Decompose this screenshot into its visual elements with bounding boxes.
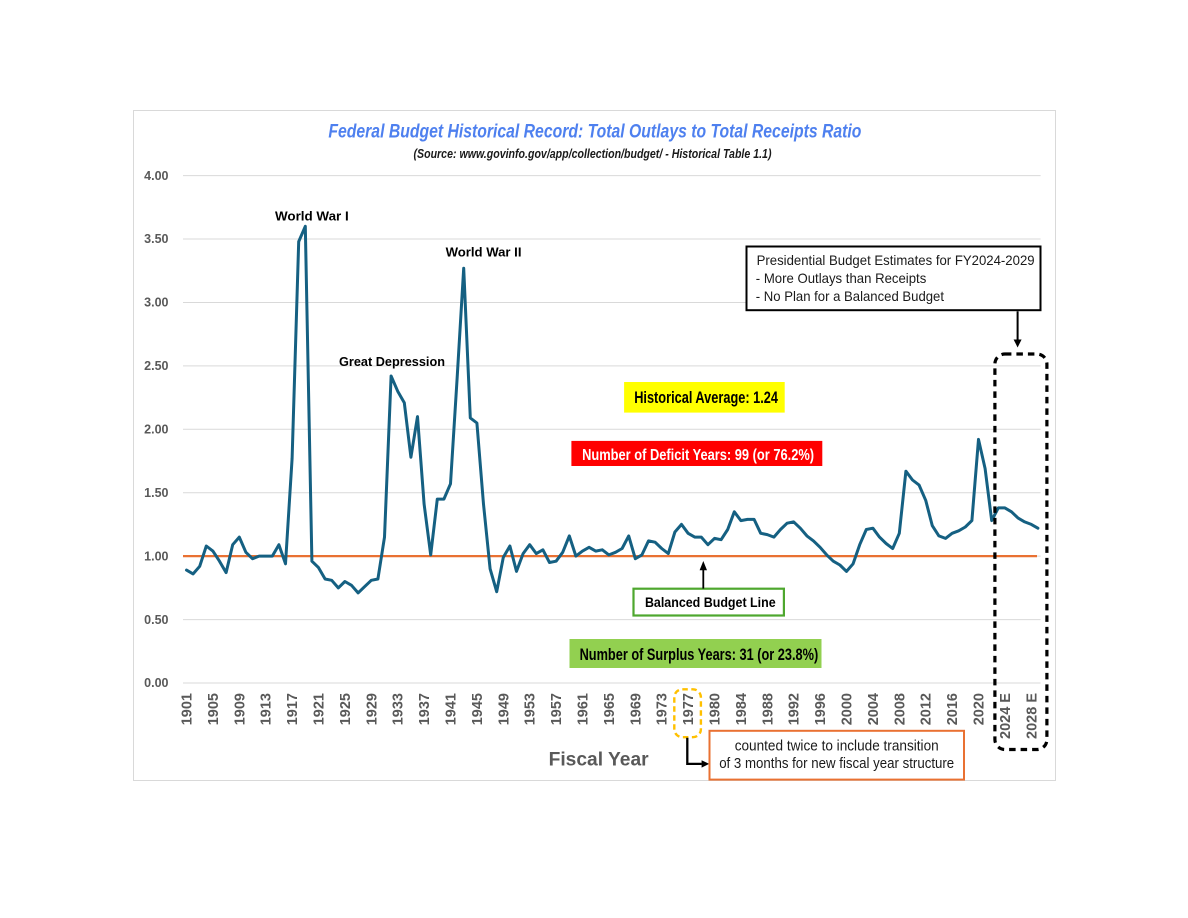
svg-text:Great Depression: Great Depression bbox=[339, 354, 445, 369]
svg-text:2024 E: 2024 E bbox=[998, 693, 1014, 739]
svg-text:- More Outlays than Receipts: - More Outlays than Receipts bbox=[756, 270, 927, 286]
svg-text:World War I: World War I bbox=[275, 209, 349, 224]
svg-text:0.00: 0.00 bbox=[144, 676, 168, 690]
svg-text:Balanced Budget Line: Balanced Budget Line bbox=[645, 594, 776, 610]
svg-text:3.50: 3.50 bbox=[144, 232, 168, 246]
svg-text:1917: 1917 bbox=[285, 693, 301, 725]
svg-text:1905: 1905 bbox=[206, 693, 222, 725]
svg-text:Presidential Budget Estimates: Presidential Budget Estimates for FY2024… bbox=[757, 252, 1035, 268]
svg-text:1957: 1957 bbox=[549, 693, 565, 725]
svg-text:1965: 1965 bbox=[602, 693, 618, 725]
svg-text:1992: 1992 bbox=[787, 693, 803, 725]
svg-text:1925: 1925 bbox=[338, 693, 354, 725]
svg-text:2.50: 2.50 bbox=[144, 359, 168, 373]
svg-text:1.50: 1.50 bbox=[144, 486, 168, 500]
svg-text:1945: 1945 bbox=[470, 693, 486, 725]
svg-text:1996: 1996 bbox=[813, 693, 829, 725]
svg-text:1988: 1988 bbox=[760, 693, 776, 725]
svg-text:2028 E: 2028 E bbox=[1024, 693, 1040, 739]
svg-text:0.50: 0.50 bbox=[144, 613, 168, 627]
svg-text:4.00: 4.00 bbox=[144, 169, 168, 183]
svg-text:1953: 1953 bbox=[523, 693, 539, 725]
svg-text:1909: 1909 bbox=[232, 693, 248, 725]
svg-text:of 3 months for new fiscal yea: of 3 months for new fiscal year structur… bbox=[719, 755, 954, 772]
svg-text:World War II: World War II bbox=[446, 244, 522, 259]
svg-text:2.00: 2.00 bbox=[144, 423, 168, 437]
svg-text:1961: 1961 bbox=[576, 693, 592, 725]
svg-text:(Source: www.govinfo.gov/app/c: (Source: www.govinfo.gov/app/collection/… bbox=[414, 147, 772, 161]
svg-text:- No Plan for a Balanced Budge: - No Plan for a Balanced Budget bbox=[756, 288, 944, 304]
svg-text:1949: 1949 bbox=[496, 693, 512, 725]
svg-text:Number of Deficit Years: 99 (o: Number of Deficit Years: 99 (or 76.2%) bbox=[582, 447, 814, 464]
svg-text:2000: 2000 bbox=[840, 693, 856, 725]
svg-text:1969: 1969 bbox=[628, 693, 644, 725]
svg-text:2004: 2004 bbox=[866, 693, 882, 725]
svg-text:2016: 2016 bbox=[945, 693, 961, 725]
svg-text:Number of Surplus Years: 31 (o: Number of Surplus Years: 31 (or 23.8%) bbox=[580, 645, 819, 664]
svg-text:1901: 1901 bbox=[180, 693, 196, 725]
svg-text:1980: 1980 bbox=[708, 693, 724, 725]
svg-text:Historical Average: 1.24: Historical Average: 1.24 bbox=[634, 389, 778, 407]
svg-text:counted twice to include trans: counted twice to include transition bbox=[735, 737, 939, 754]
svg-text:1913: 1913 bbox=[259, 693, 275, 725]
svg-text:1929: 1929 bbox=[364, 693, 380, 725]
svg-text:1921: 1921 bbox=[312, 693, 328, 725]
svg-text:1973: 1973 bbox=[655, 693, 671, 725]
svg-text:1941: 1941 bbox=[444, 693, 460, 725]
svg-text:2020: 2020 bbox=[972, 693, 988, 725]
svg-text:1933: 1933 bbox=[391, 693, 407, 725]
svg-text:2008: 2008 bbox=[892, 693, 908, 725]
svg-text:Federal Budget Historical Reco: Federal Budget Historical Record: Total … bbox=[328, 122, 861, 143]
svg-text:1.00: 1.00 bbox=[144, 549, 168, 563]
svg-text:1977: 1977 bbox=[681, 693, 697, 725]
svg-text:1937: 1937 bbox=[417, 693, 433, 725]
svg-text:Fiscal Year: Fiscal Year bbox=[549, 750, 650, 771]
svg-text:1984: 1984 bbox=[734, 693, 750, 725]
svg-text:2012: 2012 bbox=[919, 693, 935, 725]
svg-text:3.00: 3.00 bbox=[144, 296, 168, 310]
